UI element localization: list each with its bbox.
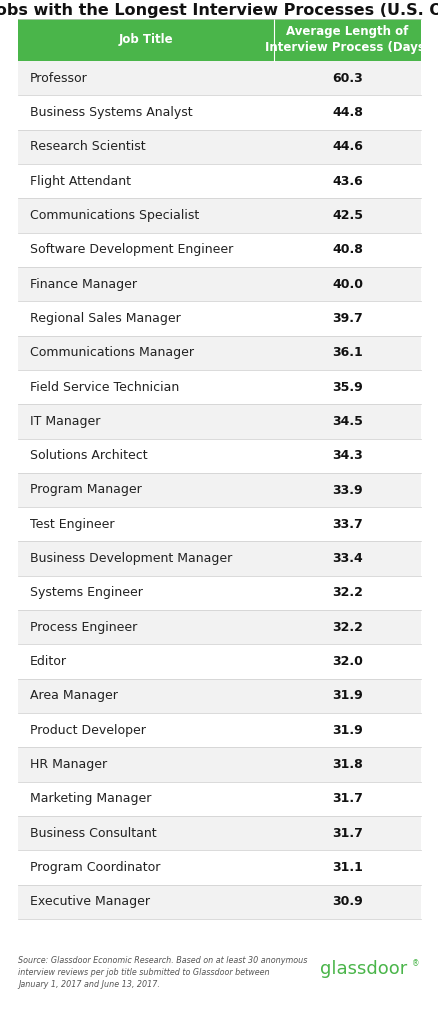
Bar [18, 885, 420, 919]
Text: Average Length of
Interview Process (Days): Average Length of Interview Process (Day… [264, 26, 429, 54]
Text: Communications Manager: Communications Manager [30, 346, 194, 359]
Text: 31.7: 31.7 [331, 826, 362, 840]
Text: 40.0: 40.0 [331, 278, 362, 291]
Text: Software Development Engineer: Software Development Engineer [30, 244, 233, 256]
Text: 34.5: 34.5 [331, 415, 362, 428]
Bar [18, 438, 420, 473]
Bar [18, 404, 420, 438]
Text: 43.6: 43.6 [331, 175, 362, 187]
Bar [18, 95, 420, 130]
Text: 33.9: 33.9 [332, 483, 362, 497]
Bar [18, 713, 420, 748]
Text: 35.9: 35.9 [331, 381, 362, 393]
Text: Professor: Professor [30, 72, 88, 85]
Text: Program Manager: Program Manager [30, 483, 141, 497]
Text: Field Service Technician: Field Service Technician [30, 381, 179, 393]
Text: HR Manager: HR Manager [30, 758, 107, 771]
Bar [18, 816, 420, 850]
Bar [18, 610, 420, 644]
Bar [18, 164, 420, 199]
Text: 36.1: 36.1 [331, 346, 362, 359]
Bar [18, 575, 420, 610]
Text: ®: ® [411, 959, 419, 969]
Bar [18, 267, 420, 301]
Text: IT Manager: IT Manager [30, 415, 100, 428]
Text: 42.5: 42.5 [331, 209, 362, 222]
Bar [18, 301, 420, 336]
Text: Area Manager: Area Manager [30, 689, 118, 702]
Text: 31.8: 31.8 [331, 758, 362, 771]
Text: 32.2: 32.2 [331, 621, 362, 634]
Bar [18, 130, 420, 164]
Text: Editor: Editor [30, 655, 67, 668]
Bar [18, 61, 420, 95]
Text: Job Title: Job Title [118, 34, 173, 46]
Text: Source: Glassdoor Economic Research. Based on at least 30 anonymous
interview re: Source: Glassdoor Economic Research. Bas… [18, 956, 307, 988]
Bar [18, 19, 420, 61]
Bar [18, 679, 420, 713]
Text: 31.9: 31.9 [331, 724, 362, 736]
Bar [18, 781, 420, 816]
Text: Business Consultant: Business Consultant [30, 826, 156, 840]
Text: Business Systems Analyst: Business Systems Analyst [30, 105, 192, 119]
Text: Solutions Architect: Solutions Architect [30, 450, 147, 462]
Text: 44.6: 44.6 [331, 140, 362, 154]
Text: Flight Attendant: Flight Attendant [30, 175, 131, 187]
Text: 60.3: 60.3 [331, 72, 362, 85]
Bar [18, 232, 420, 267]
Text: Program Coordinator: Program Coordinator [30, 861, 160, 874]
Text: Business Development Manager: Business Development Manager [30, 552, 232, 565]
Text: 39.7: 39.7 [331, 312, 362, 325]
Text: 30.9: 30.9 [331, 895, 362, 908]
Text: 32.2: 32.2 [331, 587, 362, 599]
Bar [18, 748, 420, 781]
Bar [18, 850, 420, 885]
Text: 33.7: 33.7 [331, 518, 362, 530]
Bar [18, 199, 420, 232]
Text: Marketing Manager: Marketing Manager [30, 793, 151, 806]
Bar [18, 507, 420, 542]
Text: 40.8: 40.8 [331, 244, 362, 256]
Text: Executive Manager: Executive Manager [30, 895, 150, 908]
Text: Regional Sales Manager: Regional Sales Manager [30, 312, 180, 325]
Text: 33.4: 33.4 [331, 552, 362, 565]
Text: Product Developer: Product Developer [30, 724, 145, 736]
Text: Systems Engineer: Systems Engineer [30, 587, 142, 599]
Text: 25 Jobs with the Longest Interview Processes (U.S. Only): 25 Jobs with the Longest Interview Proce… [0, 2, 438, 17]
Text: 44.8: 44.8 [331, 105, 362, 119]
Bar [18, 473, 420, 507]
Bar [18, 542, 420, 575]
Text: Finance Manager: Finance Manager [30, 278, 137, 291]
Bar [18, 644, 420, 679]
Text: Communications Specialist: Communications Specialist [30, 209, 199, 222]
Bar [18, 370, 420, 404]
Text: 32.0: 32.0 [331, 655, 362, 668]
Bar [18, 336, 420, 370]
Text: Process Engineer: Process Engineer [30, 621, 137, 634]
Text: 31.1: 31.1 [331, 861, 362, 874]
Text: Research Scientist: Research Scientist [30, 140, 145, 154]
Text: 31.7: 31.7 [331, 793, 362, 806]
Text: glassdoor: glassdoor [319, 961, 406, 978]
Text: 31.9: 31.9 [331, 689, 362, 702]
Text: Test Engineer: Test Engineer [30, 518, 114, 530]
Text: 34.3: 34.3 [331, 450, 362, 462]
